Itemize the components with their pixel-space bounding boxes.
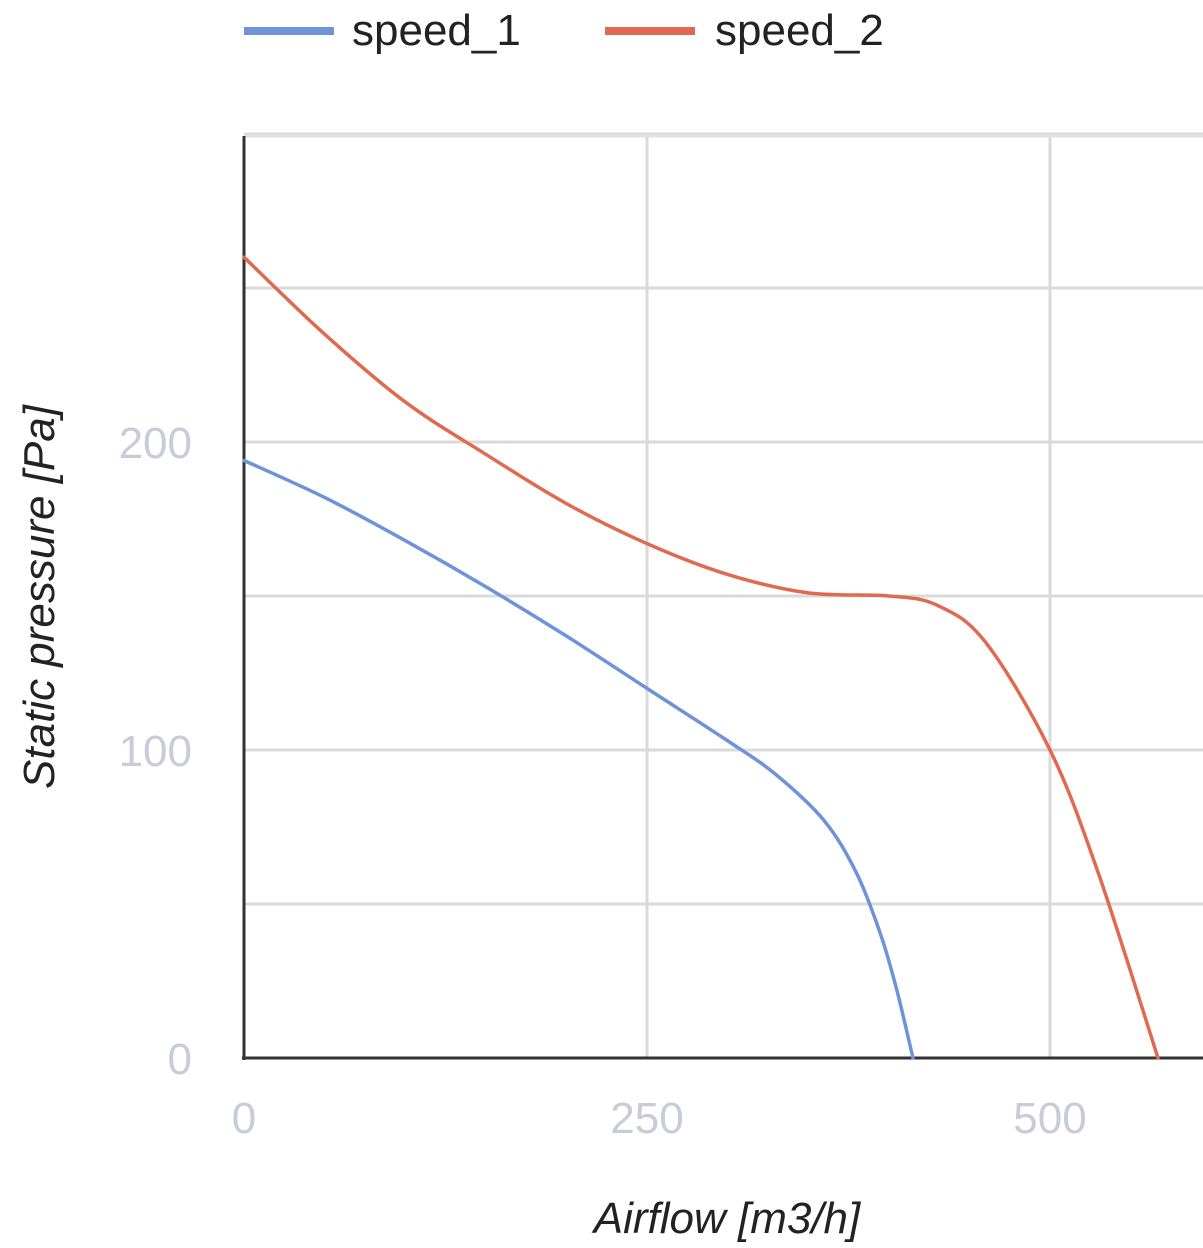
y-tick-label: 100 [119,727,192,776]
x-axis-title: Airflow [m3/h] [591,1194,862,1243]
x-tick-labels: 0 250 500 [232,1094,1087,1143]
legend-label-speed_2: speed_2 [715,6,884,55]
x-tick-label: 250 [610,1094,683,1143]
series-lines [242,255,1160,1060]
axes [242,136,1203,1060]
legend: speed_1 speed_2 [244,6,884,55]
x-tick-label: 0 [232,1094,256,1143]
legend-label-speed_1: speed_1 [352,6,521,55]
series-line-speed_1 [242,458,915,1060]
y-tick-label: 0 [168,1035,192,1084]
y-tick-label: 200 [119,419,192,468]
y-axis-title: Static pressure [Pa] [15,403,64,789]
grid [244,132,1203,1058]
x-tick-label: 500 [1013,1094,1086,1143]
y-tick-labels: 0 100 200 [119,419,192,1084]
series-line-speed_2 [242,255,1160,1060]
